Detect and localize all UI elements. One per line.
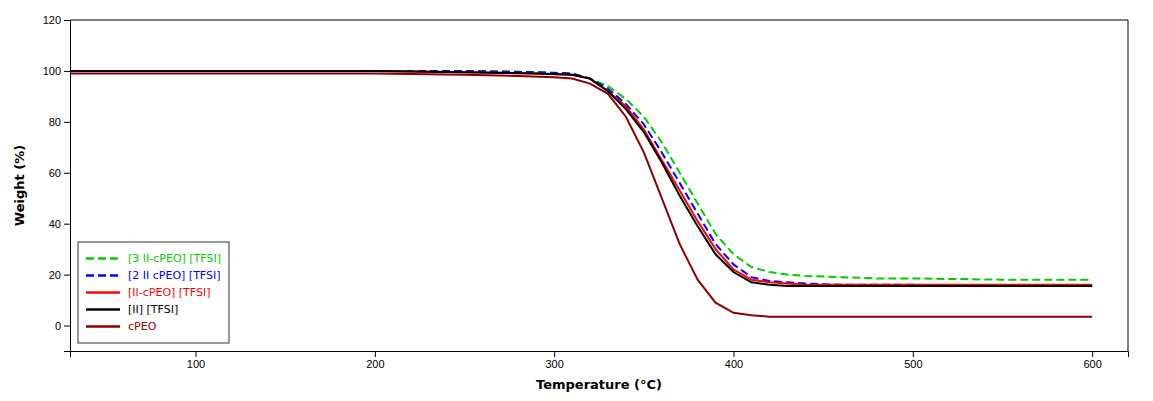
legend-label: [II-cPEO] [TFSI] [128,286,211,299]
tick: 20 [49,269,70,281]
legend-swatch [86,257,120,260]
tick-mark [64,326,70,327]
tick: 80 [49,116,70,128]
tick-mark [64,275,70,276]
tick: 40 [49,218,70,230]
plot: 100 200 300 400 500 600 0 20 40 60 80 100 120 Tempera… [12,14,1129,392]
tick: 300 [545,351,563,370]
tick-label: 100 [187,358,205,370]
tick: 200 [366,351,384,370]
legend-swatch [86,308,120,311]
tick-label: 60 [49,167,61,179]
tick-label: 600 [1083,358,1101,370]
tick-mark [64,173,70,174]
tick: 500 [904,351,922,370]
tick: 100 [187,351,205,370]
tick-label: 80 [49,116,61,128]
tick-label: 120 [43,14,61,26]
tick-mark [733,351,734,357]
tick: 60 [49,167,70,179]
tick-mark [913,351,914,357]
tick: 400 [725,351,743,370]
tick-mark [64,20,70,21]
tick: 120 [43,14,70,26]
tick: 600 [1083,351,1101,370]
tick-mark [554,351,555,357]
axis-line [71,352,1129,358]
legend-swatch [86,274,120,277]
legend-label: [3 II-cPEO] [TFSI] [128,252,221,265]
tick-mark [1092,351,1093,357]
legend-label: cPEO [128,320,157,333]
x-axis: 100 200 300 400 500 600 [71,351,1129,370]
legend-box [78,242,229,343]
tick-mark [196,351,197,357]
tick-mark [64,122,70,123]
axis-line [64,21,71,352]
legend-label: [2 II cPEO] [TFSI] [128,269,221,282]
y-axis: 0 20 40 60 80 100 120 [43,14,71,351]
tick-label: 400 [725,358,743,370]
tick-label: 100 [43,65,61,77]
chart: 100 200 300 400 500 600 0 20 40 60 80 100 120 Tempera… [0,0,1153,401]
y-axis-title: Weight (%) [12,145,27,226]
tick-label: 20 [49,269,61,281]
frame [70,20,1128,21]
x-axis-title: Temperature (°C) [536,377,662,392]
tick-label: 300 [545,358,563,370]
tick-label: 0 [55,320,61,332]
legend-swatch [86,325,120,328]
legend-swatch [86,291,120,294]
tick-mark [64,224,70,225]
tick-label: 200 [366,358,384,370]
tick-mark [375,351,376,357]
legend: [3 II-cPEO] [TFSI] [2 II cPEO] [TFSI] [II-… [78,242,229,343]
tick-label: 40 [49,218,61,230]
tick-label: 500 [904,358,922,370]
tick: 100 [43,65,70,77]
tick: 0 [55,320,70,332]
tick-mark [64,71,70,72]
frame [1128,20,1129,351]
legend-label: [II] [TFSI] [128,303,178,316]
